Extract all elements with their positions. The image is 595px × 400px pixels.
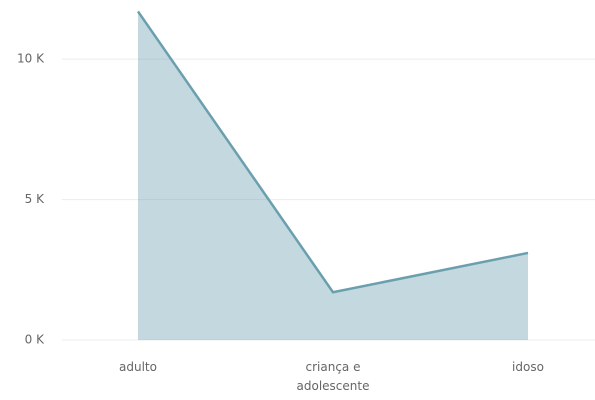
y-tick-label: 10 K (17, 52, 45, 66)
x-tick-label: idoso (512, 360, 544, 374)
y-tick-label: 5 K (25, 192, 45, 206)
x-tick-label: adulto (119, 360, 157, 374)
x-tick-label: criança e adolescente (296, 360, 370, 393)
area (138, 11, 528, 341)
y-tick-label: 0 K (25, 333, 45, 347)
line (136, 10, 529, 294)
